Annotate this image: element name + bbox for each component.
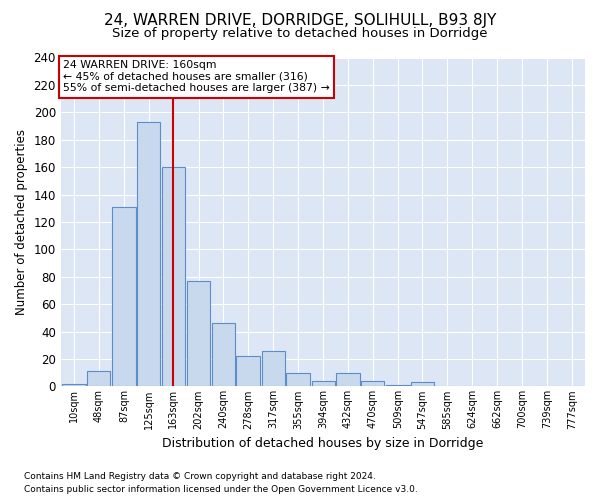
Bar (236, 356, 260, 386)
Bar (212, 324, 235, 386)
Bar (311, 381, 335, 386)
Text: Contains HM Land Registry data © Crown copyright and database right 2024.: Contains HM Land Registry data © Crown c… (24, 472, 376, 481)
X-axis label: Distribution of detached houses by size in Dorridge: Distribution of detached houses by size … (162, 437, 484, 450)
Text: Contains public sector information licensed under the Open Government Licence v3: Contains public sector information licen… (24, 484, 418, 494)
Bar (361, 381, 384, 386)
Bar (137, 122, 160, 386)
Text: Size of property relative to detached houses in Dorridge: Size of property relative to detached ho… (112, 28, 488, 40)
Bar (262, 351, 285, 386)
Y-axis label: Number of detached properties: Number of detached properties (15, 129, 28, 315)
Text: 24, WARREN DRIVE, DORRIDGE, SOLIHULL, B93 8JY: 24, WARREN DRIVE, DORRIDGE, SOLIHULL, B9… (104, 12, 496, 28)
Bar (336, 372, 359, 386)
Bar (411, 382, 434, 386)
Bar (187, 281, 211, 386)
Bar (112, 207, 136, 386)
Bar (386, 385, 410, 386)
Bar (161, 167, 185, 386)
Bar (87, 372, 110, 386)
Text: 24 WARREN DRIVE: 160sqm
← 45% of detached houses are smaller (316)
55% of semi-d: 24 WARREN DRIVE: 160sqm ← 45% of detache… (64, 60, 330, 94)
Bar (62, 384, 86, 386)
Bar (286, 372, 310, 386)
